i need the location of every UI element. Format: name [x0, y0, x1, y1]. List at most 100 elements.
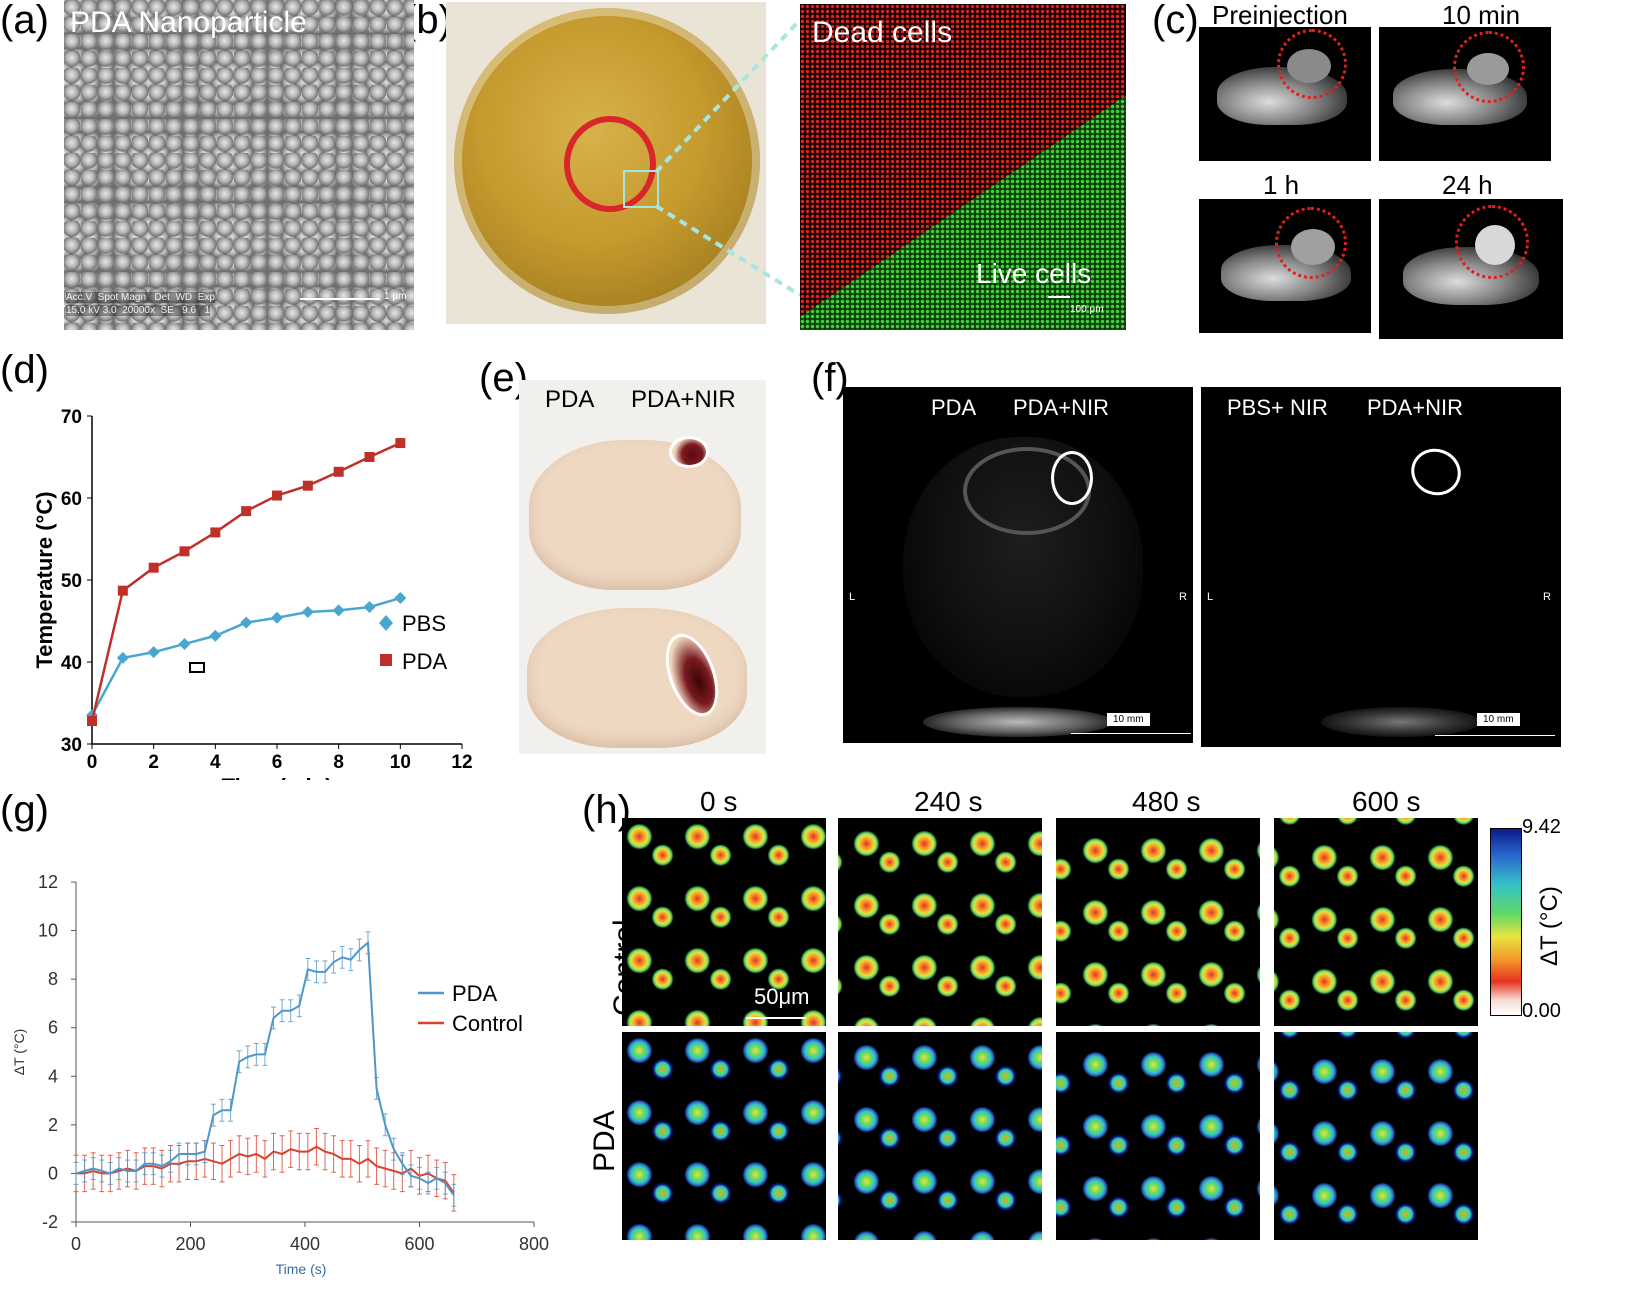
brain-slices-photo: PDA PDA+NIR — [519, 380, 766, 754]
d-x-tick-label: 12 — [451, 752, 472, 773]
d-y-tick-label: 70 — [61, 407, 82, 428]
h-time-600: 600 s — [1352, 786, 1421, 817]
d-series-line-pda — [90, 441, 401, 722]
g-x-axis-label: Time (s) — [276, 1261, 327, 1277]
h-scale-bar — [746, 1017, 806, 1019]
sem-meta-line2: 15.0 kV 3.0 20000x SE 9.6 1 — [66, 305, 210, 316]
f-left-side-r: R — [1179, 591, 1187, 603]
f-right-side-r: R — [1543, 591, 1551, 603]
mri-brain-right: PBS+ NIR PDA+NIR L R 10 mm — [1201, 387, 1561, 747]
sem-scale-bar — [300, 298, 380, 300]
fluor-scale-bar — [1048, 296, 1070, 298]
h-time-0: 0 s — [700, 786, 738, 817]
chart-g: 0 200 400 600 800 -2 0 2 4 6 8 10 12 Time (s) ΔT (°C) P… — [11, 872, 549, 1277]
d-x-tick-label: 8 — [333, 752, 344, 773]
h-row-pda: PDA — [588, 1110, 621, 1172]
g-x-tick-label: 600 — [404, 1234, 434, 1254]
g-x-tick-label: 0 — [71, 1234, 81, 1254]
c-label-preinjection: Preinjection — [1212, 0, 1348, 30]
d-x-tick-label: 2 — [148, 752, 159, 773]
d-legend-label-pda: PDA — [402, 649, 448, 674]
d-point-pda — [87, 716, 97, 727]
panel-letter-c: (c) — [1152, 0, 1199, 42]
f-left-side-l: L — [849, 591, 856, 603]
g-y-tick-label: 4 — [48, 1066, 58, 1086]
f-right-scale-bar — [1435, 735, 1555, 736]
g-y-tick-label: 6 — [48, 1018, 58, 1038]
colorbar — [1490, 828, 1522, 1016]
d-legend-marker-pda — [380, 654, 392, 666]
d-point-pda — [272, 490, 282, 501]
d-point-pbs — [363, 601, 376, 614]
brain-slice-top — [529, 440, 741, 590]
d-point-pda — [148, 562, 159, 573]
colorbar-max: 9.42 — [1522, 816, 1561, 838]
f-left-label-pda-nir: PDA+NIR — [1013, 395, 1109, 420]
petri-dish-photo — [446, 2, 766, 324]
d-y-tick-label: 50 — [61, 571, 82, 592]
colorbar-min: 0.00 — [1522, 1000, 1561, 1022]
g-y-tick-label: 8 — [48, 969, 58, 989]
d-point-pbs — [301, 605, 314, 618]
d-point-pda — [333, 466, 344, 477]
zoom-box — [623, 170, 659, 208]
d-point-pda — [241, 506, 252, 517]
d-point-pda — [364, 452, 375, 462]
g-y-axis-label: ΔT (°C) — [11, 1029, 27, 1076]
mri-10min — [1379, 27, 1551, 161]
f-left-ring — [1051, 451, 1093, 505]
control-thermal-image-1 — [838, 818, 1042, 1026]
g-y-tick-label: 0 — [48, 1163, 58, 1183]
d-x-axis-label: Time (min) — [222, 774, 333, 780]
sem-title: PDA Nanoparticle — [70, 6, 307, 39]
d-point-pbs — [147, 646, 160, 659]
d-x-tick-label: 4 — [210, 752, 221, 773]
control-thermal-image-3 — [1274, 818, 1478, 1026]
d-point-pbs — [394, 592, 407, 605]
g-legend-label-pda: PDA — [452, 981, 498, 1006]
panel-letter-g: (g) — [0, 788, 49, 832]
h-time-240: 240 s — [914, 786, 983, 817]
d-point-pda — [117, 585, 128, 596]
d-point-pbs — [116, 651, 129, 664]
live-dead-image: Dead cells Live cells 100 μm — [800, 4, 1126, 330]
d-legend-marker-pbs — [379, 615, 393, 631]
pda-thermal-image-3 — [1274, 1032, 1478, 1240]
d-point-pda — [302, 480, 313, 491]
sem-scale-text: 1 μm — [384, 291, 407, 302]
g-x-tick-label: 400 — [290, 1234, 320, 1254]
d-point-pbs — [178, 637, 191, 650]
h-time-480: 480 s — [1132, 786, 1201, 817]
f-right-label-pda-nir: PDA+NIR — [1367, 395, 1463, 420]
lesion-top — [669, 436, 709, 468]
g-y-tick-label: 10 — [38, 921, 58, 941]
d-x-tick-label: 10 — [390, 752, 411, 773]
dead-cells-label: Dead cells — [812, 16, 953, 49]
h-scale-text: 50μm — [754, 984, 810, 1009]
c-label-10min: 10 min — [1442, 0, 1521, 30]
chart-d: 0 2 4 6 8 10 12 30 40 50 60 70 Time (min) Temperature… — [32, 407, 473, 780]
d-series-line-pbs — [90, 596, 401, 716]
d-point-pda — [210, 527, 221, 538]
f-left-scale-text: 10 mm — [1107, 713, 1150, 726]
d-point-pda — [179, 546, 190, 557]
d-y-tick-label: 40 — [61, 653, 82, 674]
e-label-pda-nir: PDA+NIR — [631, 386, 736, 413]
g-y-tick-label: 2 — [48, 1115, 58, 1135]
d-y-tick-label: 60 — [61, 489, 82, 510]
f-left-scale-bar — [1071, 733, 1191, 734]
mri-preinjection — [1199, 27, 1371, 161]
f-right-scale-text: 10 mm — [1477, 713, 1520, 726]
g-series-line-pda — [75, 940, 455, 1196]
pda-thermal-image-0 — [622, 1032, 826, 1240]
g-y-tick-label: 12 — [38, 872, 58, 892]
pda-thermal-image-2 — [1056, 1032, 1260, 1240]
d-point-pbs — [332, 604, 345, 617]
f-right-label-pbs-nir: PBS+ NIR — [1227, 395, 1328, 420]
laser-ring — [564, 116, 656, 212]
d-small-box — [189, 662, 205, 673]
e-label-pda: PDA — [545, 386, 595, 413]
g-legend-label-control: Control — [452, 1011, 523, 1036]
c-label-24h: 24 h — [1442, 170, 1493, 200]
